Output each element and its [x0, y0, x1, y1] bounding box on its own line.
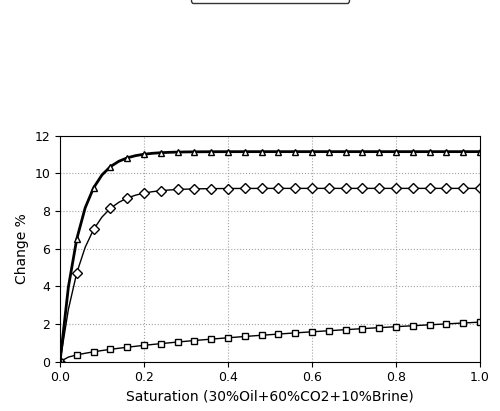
Delta  AI: [468, 149, 474, 154]
Delta  AI: [334, 149, 340, 154]
Delta  Density: [477, 320, 483, 325]
Delta  Velocity: [192, 187, 198, 192]
Delta  Density: [192, 338, 198, 343]
Delta  Density: [150, 342, 156, 347]
Delta  Velocity: [334, 186, 340, 191]
Delta  Density: [360, 326, 366, 331]
Delta  Velocity: [360, 186, 366, 191]
Delta  Velocity: [150, 189, 156, 194]
Delta  AI: [192, 149, 198, 154]
Delta  Density: [468, 320, 474, 325]
Delta  Density: [183, 339, 189, 344]
Delta  Velocity: [57, 359, 63, 364]
Delta  AI: [360, 149, 366, 154]
Delta  AI: [477, 149, 483, 154]
Delta  Density: [57, 359, 63, 364]
Delta  Density: [334, 328, 340, 332]
Line: Delta  Velocity: Delta Velocity: [56, 185, 484, 365]
Line: Delta  AI: Delta AI: [56, 148, 484, 365]
Delta  Velocity: [183, 187, 189, 192]
Delta  Velocity: [468, 186, 474, 191]
Delta  AI: [57, 359, 63, 364]
X-axis label: Saturation (30%Oil+60%CO2+10%Brine): Saturation (30%Oil+60%CO2+10%Brine): [126, 390, 414, 404]
Y-axis label: Change %: Change %: [15, 213, 29, 284]
Delta  AI: [183, 150, 189, 155]
Delta  Velocity: [477, 186, 483, 191]
Line: Delta  Density: Delta Density: [56, 319, 484, 365]
Delta  AI: [150, 151, 156, 156]
Legend: Delta  Velocity, Delta  Density, Delta  AI: Delta Velocity, Delta Density, Delta AI: [190, 0, 350, 3]
